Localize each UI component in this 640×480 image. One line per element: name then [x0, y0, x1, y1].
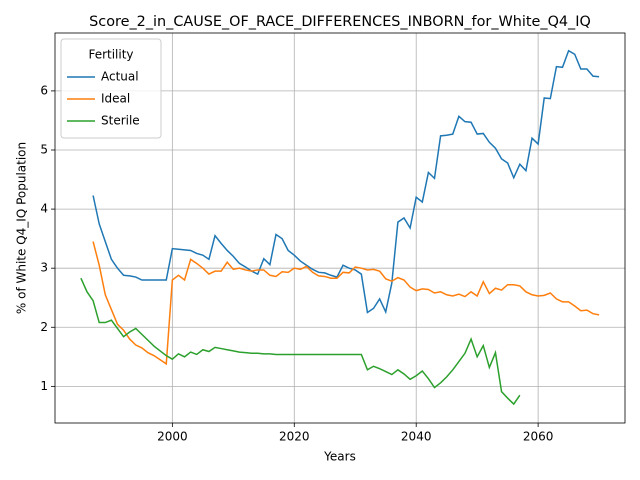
- legend-label: Ideal: [101, 92, 130, 106]
- y-tick-label: 3: [40, 261, 48, 275]
- chart-title: Score_2_in_CAUSE_OF_RACE_DIFFERENCES_INB…: [89, 14, 591, 30]
- y-tick-label: 2: [40, 320, 48, 334]
- line-series: [92, 49, 600, 315]
- legend-title: Fertility: [88, 48, 133, 62]
- x-axis-label: Years: [323, 450, 356, 464]
- line-series: [80, 277, 521, 406]
- legend-box: [60, 38, 162, 139]
- y-axis-label: % of White Q4_IQ Population: [15, 142, 29, 314]
- line-series: [92, 241, 600, 366]
- x-tick-label: 2000: [157, 430, 188, 444]
- y-tick-label: 1: [40, 379, 48, 393]
- y-tick-label: 4: [40, 202, 48, 216]
- x-tick-label: 2060: [523, 430, 554, 444]
- x-tick-label: 2040: [401, 430, 432, 444]
- y-tick-label: 6: [40, 83, 48, 97]
- y-tick-label: 5: [40, 143, 48, 157]
- x-tick-label: 2020: [279, 430, 310, 444]
- legend-label: Actual: [101, 70, 139, 84]
- legend: Fertility Actual Ideal Sterile: [60, 38, 162, 139]
- legend-label: Sterile: [101, 114, 140, 128]
- plot-frame: [54, 32, 626, 424]
